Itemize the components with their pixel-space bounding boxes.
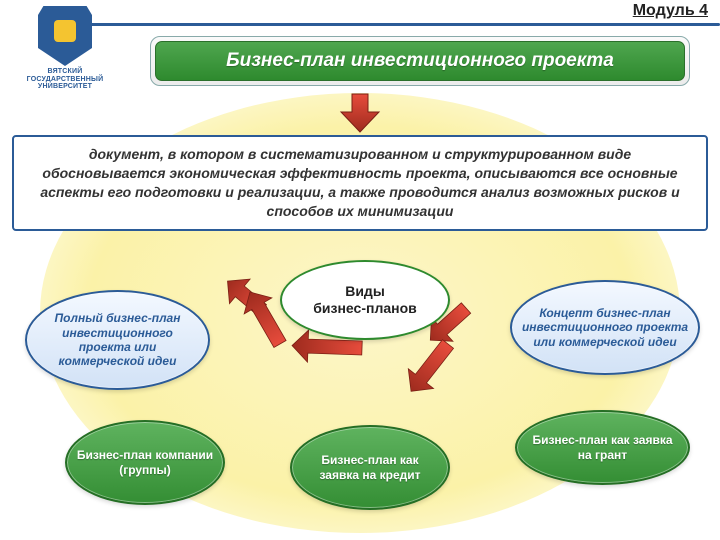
logo-text-2: ГОСУДАРСТВЕННЫЙ	[10, 76, 120, 84]
slide-title: Бизнес-план инвестиционного проекта	[155, 41, 685, 81]
oval-right-top: Концепт бизнес-план инвестиционного прое…	[510, 280, 700, 375]
center-line2: бизнес-планов	[313, 300, 416, 317]
oval-mid-bot: Бизнес-план как заявка на кредит	[290, 425, 450, 510]
oval-right-top-text: Концепт бизнес-план инвестиционного прое…	[520, 306, 690, 349]
oval-left-top-text: Полный бизнес-план инвестиционного проек…	[35, 311, 200, 369]
oval-left-bot: Бизнес-план компании (группы)	[65, 420, 225, 505]
top-bar-rule	[80, 23, 720, 26]
oval-right-bot-text: Бизнес-план как заявка на грант	[525, 433, 680, 462]
title-banner: Бизнес-план инвестиционного проекта	[150, 36, 690, 86]
definition-box: документ, в котором в систематизированно…	[12, 135, 708, 231]
oval-left-top: Полный бизнес-план инвестиционного проек…	[25, 290, 210, 390]
oval-right-bot: Бизнес-план как заявка на грант	[515, 410, 690, 485]
university-logo: ВЯТСКИЙ ГОСУДАРСТВЕННЫЙ УНИВЕРСИТЕТ	[10, 6, 120, 91]
crest-icon	[38, 6, 92, 66]
oval-left-bot-text: Бизнес-план компании (группы)	[75, 448, 215, 477]
oval-mid-bot-text: Бизнес-план как заявка на кредит	[300, 453, 440, 482]
logo-text-1: ВЯТСКИЙ	[10, 68, 120, 76]
center-line1: Виды	[313, 283, 416, 300]
logo-text-3: УНИВЕРСИТЕТ	[10, 83, 120, 91]
module-label: Модуль 4	[633, 2, 708, 20]
center-oval: Виды бизнес-планов	[280, 260, 450, 340]
